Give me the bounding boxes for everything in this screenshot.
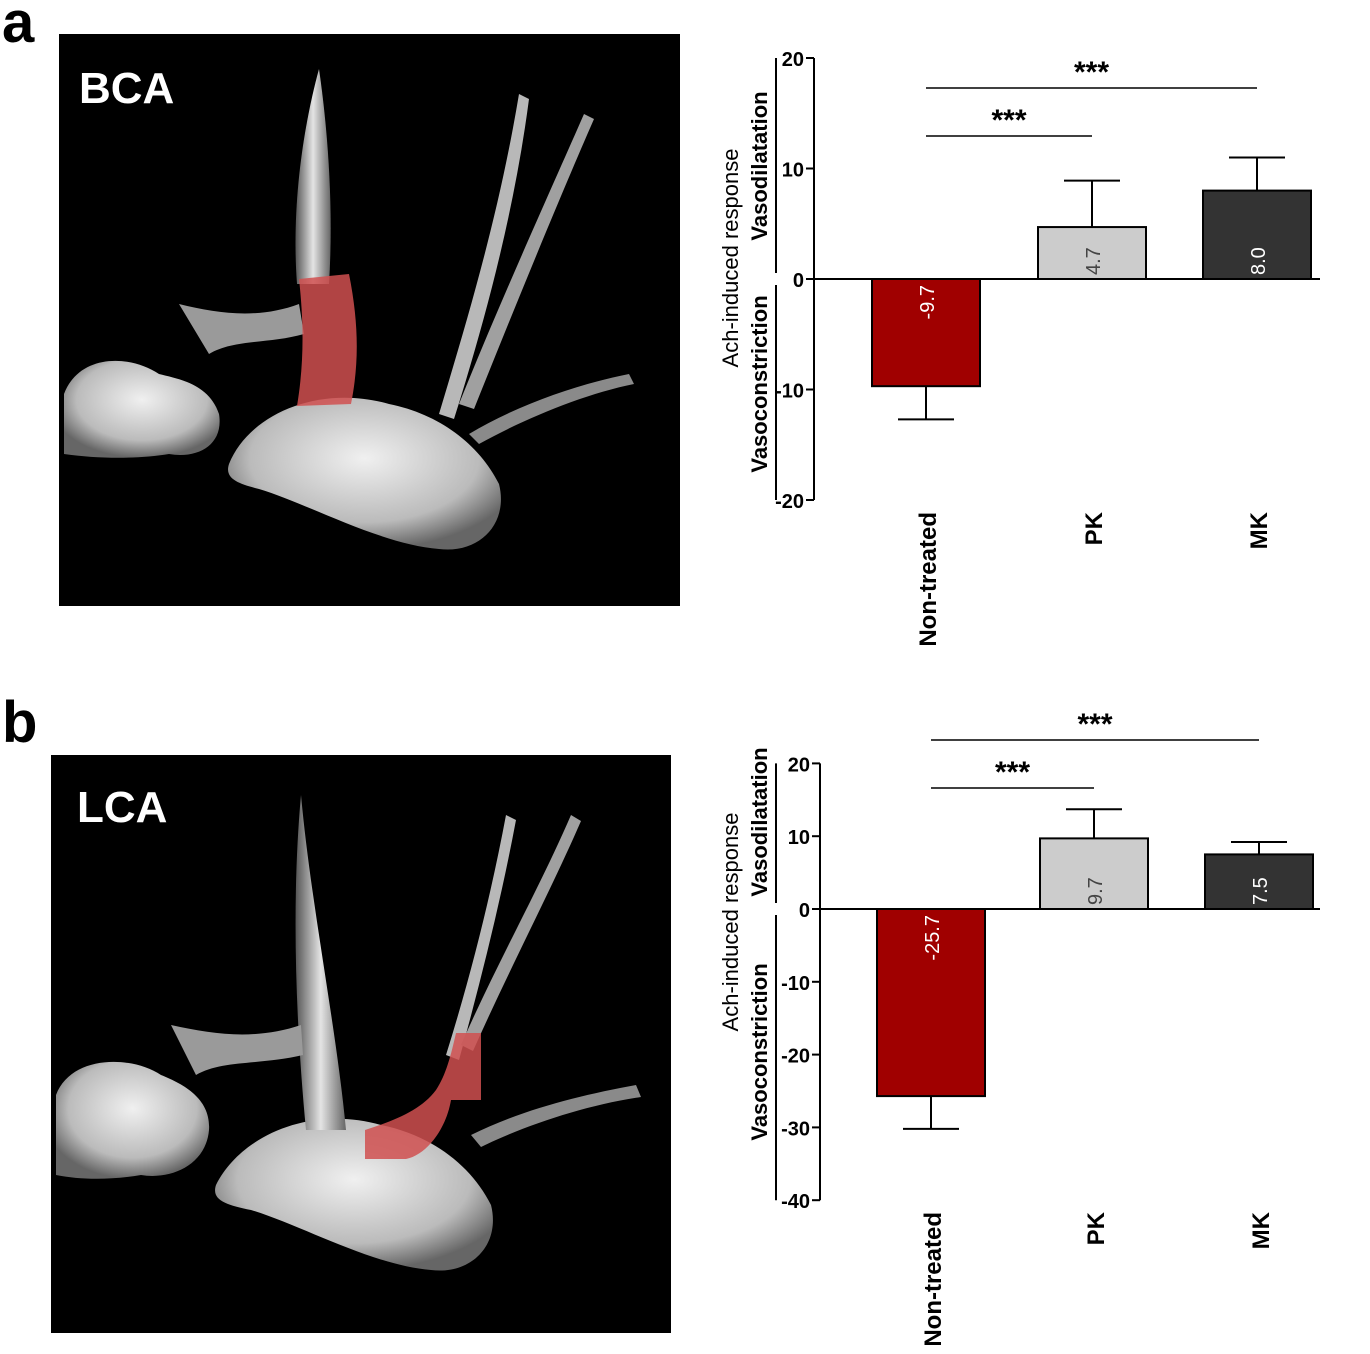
bar-pk: [1039, 837, 1149, 910]
category-label: PK: [1083, 1211, 1110, 1245]
category-label: PK: [1081, 511, 1108, 545]
category-label: Non-treated: [915, 512, 942, 647]
significance-label: ***: [1074, 56, 1109, 89]
y-tick-label: -40: [781, 1191, 810, 1213]
y-axis-label: Ach-induced response: [718, 149, 743, 368]
y-tick-label: 20: [782, 49, 804, 71]
value-label: 4.7: [1083, 247, 1105, 275]
bar-mk: [1202, 189, 1312, 281]
ct-scan-image-bca: BCA: [59, 34, 680, 606]
bar-chart-bca: 20 10 0 -10 -20 Non-treated -9.7 PK 4.7 MK 8.0 *** *…: [718, 49, 1320, 647]
significance-label: ***: [995, 756, 1030, 789]
significance-label: ***: [991, 104, 1026, 137]
y-tick-label: -10: [775, 381, 804, 403]
bar-pk: [1037, 226, 1147, 281]
y-axis-lower-label: Vasoconstriction: [747, 963, 772, 1140]
y-tick-label: 20: [788, 754, 810, 776]
y-axis-upper-label: Vasodilatation: [747, 747, 772, 896]
y-tick-label: 0: [793, 270, 804, 292]
value-label: -25.7: [922, 915, 944, 961]
y-tick-label: 0: [799, 900, 810, 922]
bar-non-treated: [876, 908, 986, 1098]
value-label: 9.7: [1085, 877, 1107, 905]
vessel-render-lca: [56, 795, 641, 1271]
y-tick-label: -10: [781, 973, 810, 995]
value-label: 7.5: [1250, 877, 1272, 905]
panel-letter-a: a: [2, 0, 35, 55]
y-tick-label: -20: [781, 1046, 810, 1068]
vessel-label-lca: LCA: [77, 783, 168, 832]
y-axis-upper-label: Vasodilatation: [747, 91, 772, 240]
y-tick-label: 10: [782, 160, 804, 182]
value-label: 8.0: [1248, 247, 1270, 275]
category-label: Non-treated: [920, 1212, 947, 1347]
panel-letter-b: b: [2, 690, 38, 755]
category-label: MK: [1248, 1211, 1275, 1249]
y-axis-lower-label: Vasoconstriction: [747, 295, 772, 472]
value-label: -9.7: [917, 285, 939, 319]
bar-mk: [1204, 853, 1314, 911]
y-tick-label: -30: [781, 1118, 810, 1140]
y-tick-label: 10: [788, 827, 810, 849]
y-tick-label: -20: [775, 491, 804, 513]
vessel-label-bca: BCA: [79, 64, 175, 113]
vessel-render-bca: [64, 69, 634, 550]
bar-non-treated: [871, 278, 981, 388]
y-axis-label: Ach-induced response: [718, 813, 743, 1032]
category-label: MK: [1246, 511, 1273, 549]
ct-scan-image-lca: LCA: [51, 755, 671, 1333]
significance-label: ***: [1077, 708, 1112, 741]
